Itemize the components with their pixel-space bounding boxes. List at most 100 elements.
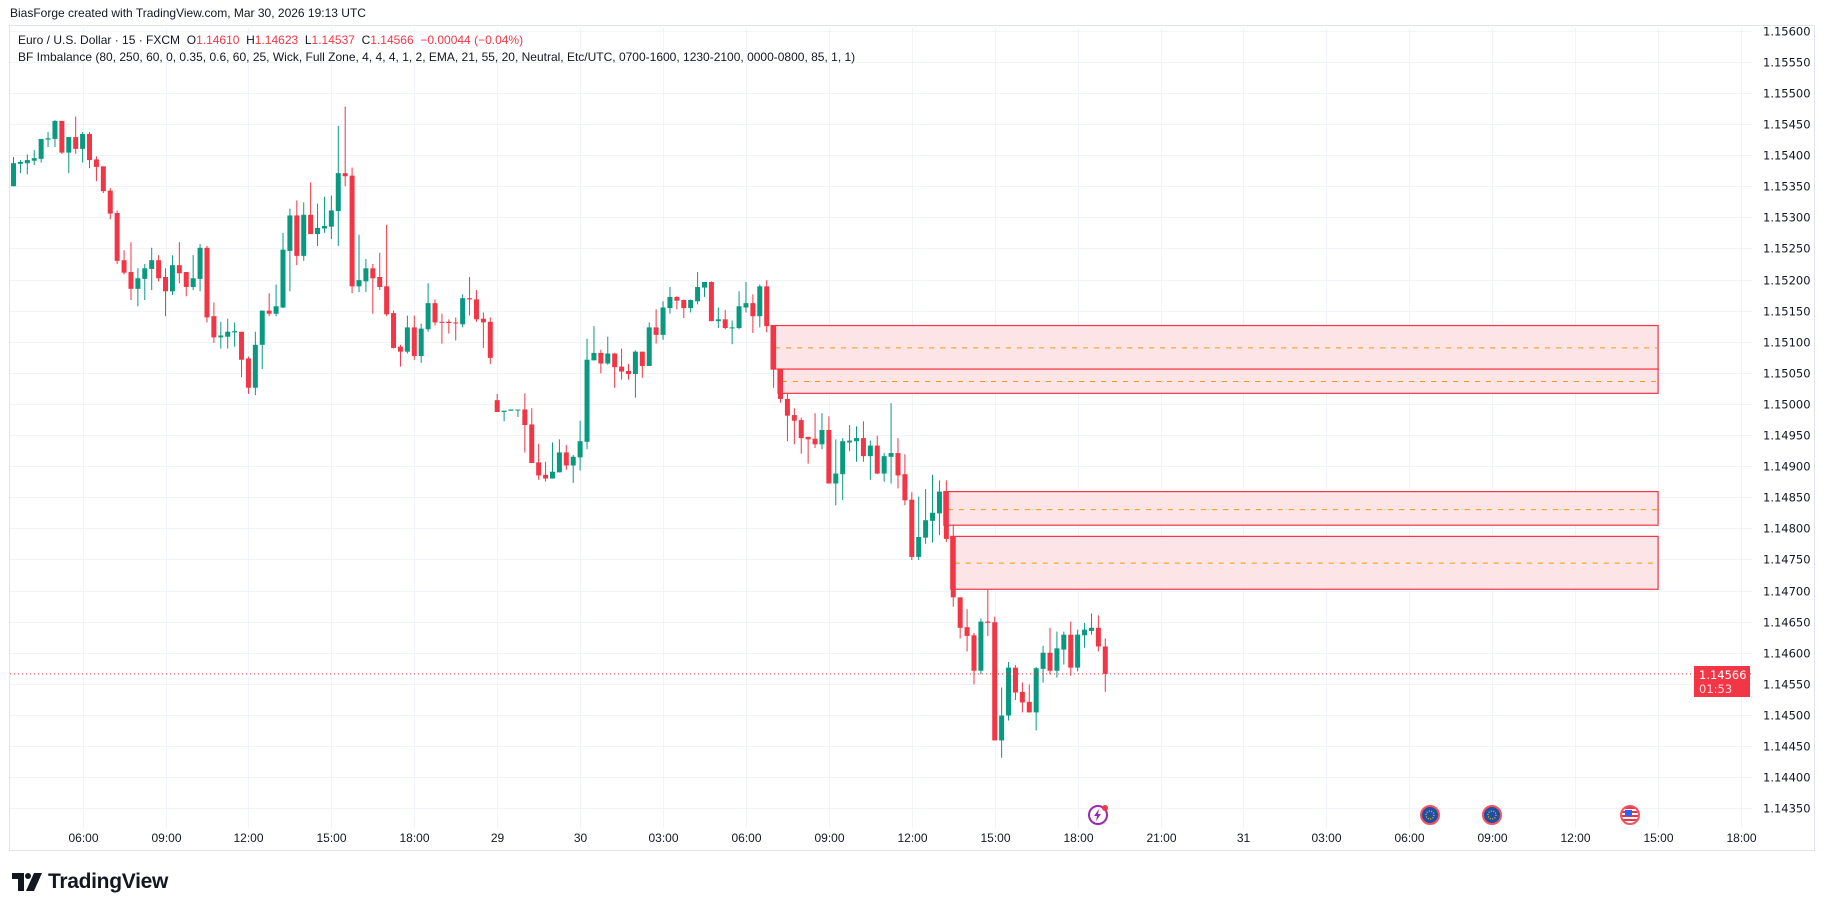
candle — [784, 393, 790, 442]
tradingview-logo[interactable]: TradingView — [12, 870, 168, 894]
candle — [232, 322, 238, 347]
candle — [494, 393, 500, 412]
candle-body — [156, 260, 162, 279]
candle — [750, 294, 756, 333]
candle — [301, 202, 307, 261]
time-tick-label: 12:00 — [1560, 831, 1590, 845]
candle — [349, 167, 355, 294]
candle — [287, 208, 293, 292]
candle-body — [287, 215, 293, 251]
imbalance-zone — [770, 324, 1659, 370]
candle-body — [356, 280, 362, 287]
candle — [549, 442, 555, 479]
candle-body — [695, 286, 701, 302]
open-value: 1.14610 — [196, 33, 240, 47]
close-label: C — [361, 33, 371, 47]
eu-flag-icon[interactable] — [1420, 805, 1441, 825]
time-tick-label: 15:00 — [980, 831, 1010, 845]
candle-body — [460, 298, 466, 325]
candle-body — [321, 226, 327, 229]
candle-body — [833, 473, 839, 484]
last-price-value: 1.14566 — [1699, 667, 1747, 682]
candle — [87, 132, 93, 169]
time-tick-label: 06:00 — [731, 831, 761, 845]
time-tick-label: 30 — [574, 831, 588, 845]
candle-body — [619, 366, 625, 372]
candle-body — [315, 227, 321, 235]
candle-body — [1026, 701, 1032, 713]
candle-body — [425, 303, 431, 330]
eu-flag-icon[interactable] — [1482, 805, 1503, 825]
candle — [273, 284, 279, 317]
time-tick-label: 06:00 — [1394, 831, 1424, 845]
candle — [563, 444, 569, 470]
candle — [556, 439, 562, 473]
candle-body — [708, 281, 714, 322]
candle — [653, 309, 659, 344]
candle — [688, 299, 694, 313]
candle-body — [225, 331, 231, 337]
candle-body — [197, 247, 203, 279]
candle — [473, 290, 479, 322]
candle — [771, 325, 777, 388]
candle — [985, 589, 991, 636]
price-tick-label: 1.15600 — [1763, 25, 1811, 39]
candle-body — [598, 352, 604, 364]
symbol-name: Euro / U.S. Dollar · 15 · FXCM — [18, 33, 181, 47]
candle — [328, 195, 334, 240]
candle-body — [266, 310, 272, 314]
candle — [570, 454, 576, 483]
candle-body — [1033, 668, 1039, 713]
candle — [31, 150, 37, 166]
candle — [1102, 638, 1108, 692]
symbol-legend[interactable]: Euro / U.S. Dollar · 15 · FXCM O1.14610 … — [18, 33, 523, 47]
candle-body — [176, 265, 182, 274]
candle — [377, 252, 383, 291]
candle-body — [556, 452, 562, 473]
us-flag-icon[interactable] — [1620, 805, 1641, 825]
candle — [543, 461, 549, 482]
candle-body — [1088, 627, 1094, 631]
candle-body — [294, 215, 300, 256]
lightning-icon[interactable] — [1088, 805, 1109, 825]
candle-body — [736, 306, 742, 329]
open-label: O — [186, 33, 197, 47]
candle — [708, 281, 714, 322]
candle — [460, 294, 466, 328]
candle-body — [107, 190, 113, 214]
candle-body — [826, 430, 832, 484]
candle-body — [121, 260, 127, 273]
time-tick-label: 12:00 — [897, 831, 927, 845]
candle — [964, 609, 970, 652]
candle — [840, 438, 846, 501]
time-tick-label: 29 — [491, 831, 505, 845]
candle — [971, 632, 977, 685]
candle-body — [722, 319, 728, 329]
candle-body — [169, 265, 175, 292]
candle-body — [384, 286, 390, 315]
candle-body — [370, 268, 376, 279]
candle-body — [771, 325, 777, 370]
candle — [978, 618, 984, 675]
price-tick-label: 1.15100 — [1763, 336, 1811, 350]
candle-body — [1054, 648, 1060, 671]
candle — [930, 474, 936, 543]
candle-body — [985, 621, 991, 623]
candle — [280, 232, 286, 309]
candle — [197, 244, 203, 292]
time-tick-label: 15:00 — [316, 831, 346, 845]
candle — [1054, 631, 1060, 678]
candle — [584, 338, 590, 450]
indicator-legend[interactable]: BF Imbalance (80, 250, 60, 0, 0.35, 0.6,… — [18, 50, 856, 64]
candle — [1075, 629, 1081, 672]
candle-body — [812, 438, 818, 445]
candle — [805, 436, 811, 464]
candle — [895, 438, 901, 489]
candle — [321, 196, 327, 233]
candle-body — [515, 409, 521, 411]
time-tick-label: 06:00 — [68, 831, 98, 845]
candle-body — [667, 296, 673, 309]
candle — [183, 272, 189, 297]
candle — [432, 299, 438, 326]
